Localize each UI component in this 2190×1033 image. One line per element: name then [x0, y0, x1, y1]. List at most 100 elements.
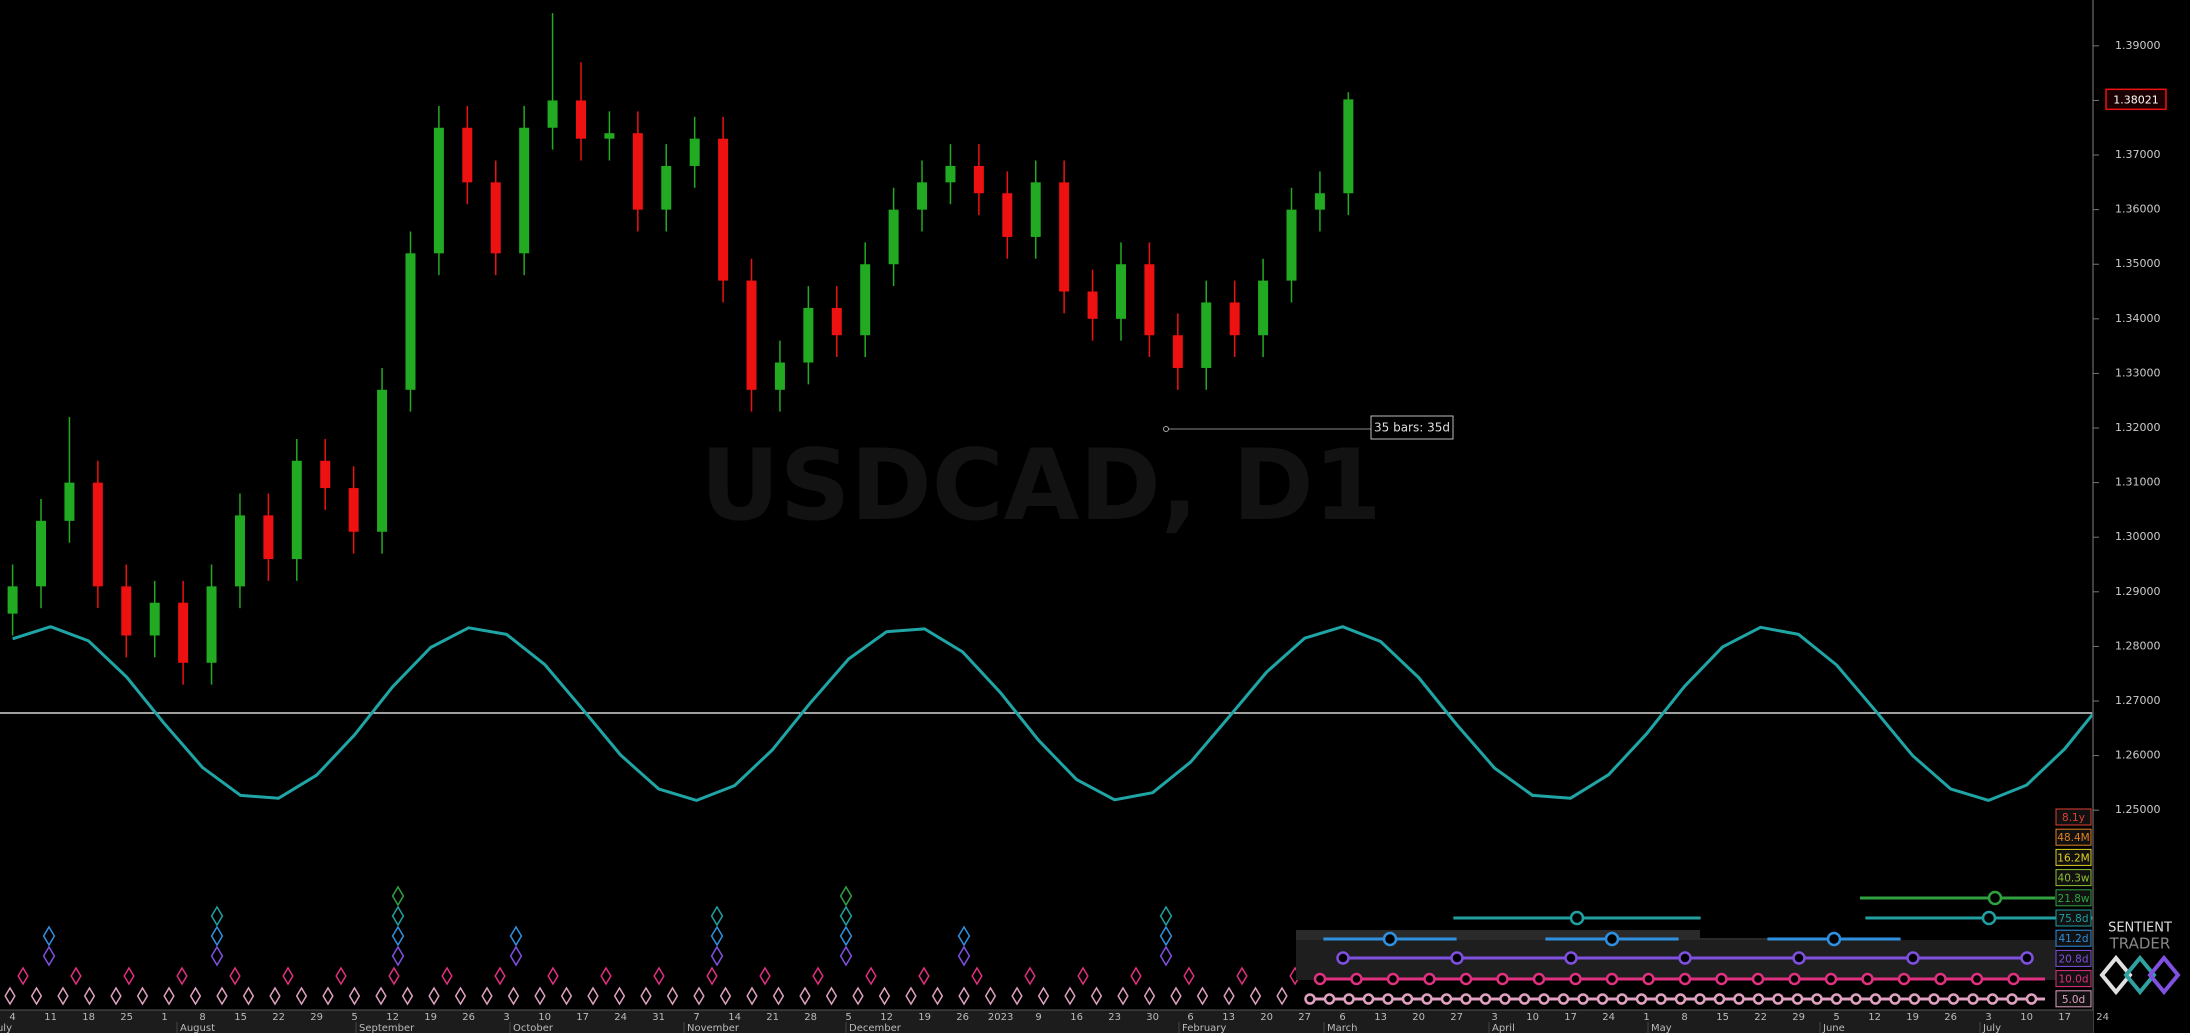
cycle-label: 21.8w: [2058, 893, 2090, 905]
cycle-node: [1401, 993, 1414, 1005]
cycle-diamond: [110, 986, 122, 1006]
cycle-diamond: [1183, 966, 1195, 986]
cycle-diamond: [123, 966, 135, 986]
candle-body: [632, 133, 643, 210]
cycle-node: [1532, 972, 1546, 986]
cycle-diamond: [282, 966, 294, 986]
cycle-diamond: [1037, 986, 1050, 1006]
candle-body: [92, 482, 103, 587]
candle-body: [1343, 99, 1354, 194]
cycle-diamond: [1159, 905, 1173, 927]
cycle-node: [1382, 931, 1398, 947]
cycle-diamond: [640, 986, 652, 1006]
cycle-diamond: [560, 986, 573, 1006]
cycle-node: [2020, 951, 2034, 965]
candle-body: [121, 586, 132, 636]
cycle-label-box: [2055, 949, 2092, 967]
cycle-label-box: [2055, 990, 2092, 1008]
cycle-node: [1343, 993, 1355, 1005]
cycle-node: [1460, 993, 1472, 1005]
cycle-diamond: [295, 986, 308, 1006]
cycle-diamond: [839, 945, 853, 967]
x-tick-label: 8: [1681, 1012, 1687, 1023]
cycle-diamond: [1064, 986, 1076, 1006]
cycle-diamond: [600, 966, 612, 986]
candle-body: [689, 138, 700, 166]
month-label: September: [359, 1023, 415, 1033]
x-tick-label: 19: [1906, 1012, 1919, 1023]
x-tick-label: 13: [1374, 1012, 1387, 1023]
cycle-diamond: [839, 885, 853, 907]
annotation-anchor: [1163, 426, 1169, 432]
y-tick-label: 1.37000: [2115, 148, 2161, 161]
candle-body: [1115, 264, 1126, 319]
x-tick-label: 23: [1108, 1012, 1121, 1023]
y-tick-label: 1.39000: [2115, 39, 2161, 52]
x-tick-label: 4: [9, 1012, 15, 1023]
x-tick-label: 1: [1643, 1012, 1649, 1023]
cycle-node: [1986, 993, 1999, 1005]
x-tick-label: 12: [880, 1012, 893, 1023]
cycle-diamond: [1236, 966, 1248, 986]
cycle-node: [1751, 972, 1765, 986]
cycle-node: [1947, 993, 1960, 1005]
cycle-label: 10.0d: [2058, 974, 2088, 986]
cycle-diamond: [1143, 986, 1156, 1006]
cycle-diamond: [839, 905, 853, 927]
cycle-node: [1788, 972, 1801, 986]
cycle-band: [1296, 940, 2056, 980]
brand-line1: SENTIENT: [2108, 921, 2172, 936]
candle-body: [206, 586, 217, 663]
candle-body: [36, 520, 47, 587]
x-tick-label: 5: [1833, 1012, 1839, 1023]
cycle-diamond: [1170, 986, 1182, 1006]
cycle-diamond: [507, 986, 520, 1006]
cycle-node: [1981, 910, 1997, 926]
y-tick-label: 1.31000: [2115, 476, 2161, 489]
x-tick-label: 13: [1222, 1012, 1235, 1023]
x-tick-label: 12: [1868, 1012, 1881, 1023]
cycle-diamond: [509, 945, 523, 967]
y-tick-label: 1.25000: [2115, 803, 2161, 816]
x-tick-label: 24: [614, 1012, 627, 1023]
candle-body: [234, 515, 245, 587]
x-tick-label: 30: [1146, 1012, 1159, 1023]
cycle-node: [1674, 993, 1687, 1005]
candle-body: [774, 362, 785, 390]
cycle-node: [1459, 972, 1473, 986]
cycle-diamond: [710, 925, 724, 947]
cycle-diamond: [534, 986, 546, 1006]
x-tick-label: 3: [1985, 1012, 1991, 1023]
x-tick-label: 8: [199, 1012, 205, 1023]
cycle-diamond: [70, 966, 82, 986]
candle-body: [1059, 182, 1070, 292]
x-tick-label: 19: [918, 1012, 931, 1023]
y-tick-label: 1.33000: [2115, 366, 2161, 379]
candle-body: [1030, 182, 1041, 237]
cycle-diamond: [706, 966, 718, 986]
cycle-diamond: [653, 966, 665, 986]
cycle-node: [1604, 931, 1620, 947]
cycle-diamond: [163, 986, 175, 1006]
cycle-diamond: [666, 986, 679, 1006]
cycle-diamond: [957, 925, 971, 947]
cycle-diamond: [242, 986, 255, 1006]
cycle-node: [1908, 993, 1921, 1005]
cycle-label-box: [2055, 929, 2092, 947]
cycle-diamond: [1223, 986, 1235, 1006]
candle-body: [860, 264, 871, 336]
cycle-node: [1655, 993, 1667, 1005]
candle-body: [263, 515, 274, 560]
cycle-diamond: [391, 905, 405, 927]
cycle-node: [2007, 972, 2020, 986]
cycle-node: [1564, 951, 1578, 965]
cycle-node: [1642, 972, 1655, 986]
month-label: October: [513, 1023, 554, 1033]
cycle-diamond: [1011, 986, 1023, 1006]
cycle-label: 20.8d: [2058, 953, 2088, 965]
y-tick-label: 1.36000: [2115, 203, 2161, 216]
cycle-diamond: [176, 966, 188, 986]
cycle-diamond: [905, 986, 917, 1006]
cycle-diamond: [984, 986, 997, 1006]
